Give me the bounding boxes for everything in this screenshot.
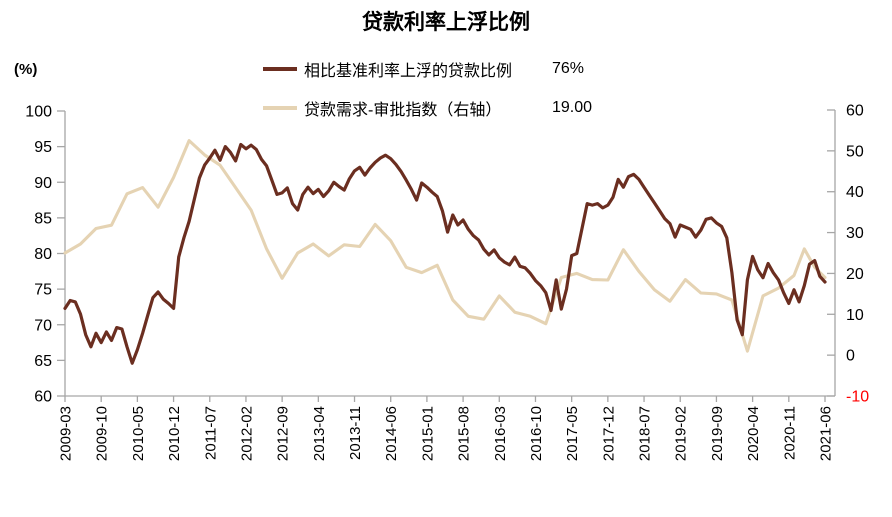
- right-axis-tick-label: -10: [846, 389, 869, 406]
- x-axis-tick-label: 2020-11: [781, 406, 798, 460]
- right-axis-tick-label: 10: [846, 307, 864, 324]
- legend-line-swatch-dark: [263, 67, 297, 71]
- x-axis-tick-label: 2016-10: [528, 406, 545, 461]
- x-axis-tick-label: 2015-08: [456, 406, 473, 461]
- x-axis-tick-label: 2012-02: [238, 406, 255, 461]
- x-axis-tick-label: 2015-01: [419, 406, 436, 461]
- legend: 相比基准利率上浮的贷款比例 76% 贷款需求-审批指数（右轴） 19.00: [263, 58, 592, 136]
- x-axis-tick-label: 2013-04: [311, 406, 328, 461]
- right-axis-tick-label: 60: [846, 103, 864, 120]
- x-axis-tick-label: 2014-06: [383, 406, 400, 461]
- legend-value: 19.00: [552, 99, 593, 116]
- left-axis-tick-label: 85: [34, 210, 52, 227]
- right-axis-tick-label: 0: [846, 348, 855, 365]
- x-axis-tick-label: 2010-12: [166, 406, 183, 461]
- series-line-loan-demand-approval-index: [63, 139, 827, 353]
- series-line-loan-rate-ratio: [63, 142, 827, 365]
- x-axis-tick-label: 2017-12: [600, 406, 617, 461]
- x-axis-tick-label: 2011-07: [202, 406, 219, 460]
- legend-label: 贷款需求-审批指数（右轴）: [304, 102, 502, 119]
- x-axis-tick-label: 2009-10: [94, 406, 111, 461]
- right-axis-tick-label: 50: [846, 143, 864, 160]
- left-axis-tick-label: 90: [34, 175, 52, 192]
- x-axis-tick-label: 2013-11: [347, 406, 364, 460]
- legend-item-loan-demand-approval-index: 贷款需求-审批指数（右轴） 19.00: [263, 97, 592, 119]
- x-axis-tick-label: 2018-07: [637, 406, 654, 461]
- right-axis-tick-label: 20: [846, 266, 864, 283]
- left-axis-tick-label: 60: [34, 389, 52, 406]
- left-axis-tick-label: 75: [34, 282, 52, 299]
- x-axis-tick-label: 2020-04: [745, 406, 762, 461]
- x-axis-tick-label: 2019-02: [673, 406, 690, 461]
- x-axis-tick-label: 2016-03: [492, 406, 509, 461]
- left-axis-tick-label: 65: [34, 353, 52, 370]
- right-axis-tick-label: 40: [846, 184, 864, 201]
- x-axis-tick-label: 2010-05: [130, 406, 147, 461]
- chart-title: 贷款利率上浮比例: [362, 11, 530, 34]
- legend-label: 相比基准利率上浮的贷款比例: [304, 63, 513, 80]
- left-axis-tick-label: 70: [34, 317, 52, 334]
- x-axis-tick-label: 2021-06: [818, 406, 835, 461]
- left-axis-tick-label: 80: [34, 246, 52, 263]
- x-axis-tick-label: 2019-09: [709, 406, 726, 461]
- right-axis-tick-label: 30: [846, 225, 864, 242]
- legend-line-swatch-tan: [263, 106, 297, 110]
- left-axis-tick-label: 100: [25, 104, 52, 121]
- left-axis-tick-label: 95: [34, 139, 52, 156]
- x-axis-tick-label: 2009-03: [58, 406, 75, 461]
- x-axis-tick-label: 2012-09: [275, 406, 292, 461]
- left-axis-unit-label: (%): [14, 61, 38, 78]
- x-axis-tick-label: 2017-05: [564, 406, 581, 461]
- legend-value: 76%: [552, 60, 585, 77]
- legend-item-loan-rate-ratio: 相比基准利率上浮的贷款比例 76%: [263, 58, 592, 80]
